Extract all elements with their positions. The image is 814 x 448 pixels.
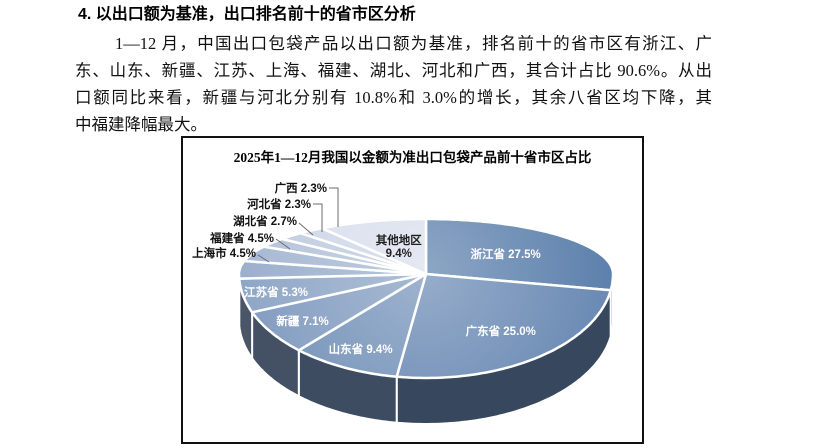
pie-slice-4 <box>250 272 428 352</box>
slice-label-7: 福建省 4.5% <box>210 233 274 245</box>
leader-line-7 <box>275 238 291 250</box>
pie-slice-2 <box>395 272 612 380</box>
slice-label-11: 其他地区 9.4% <box>375 234 422 260</box>
slice-label-1: 浙江省 27.5% <box>470 248 541 261</box>
leader-line-6 <box>257 254 270 263</box>
slice-label-10: 广西 2.3% <box>274 183 327 195</box>
pie-slice-6 <box>237 259 428 280</box>
paragraph-line-4: 中福建降幅最大。 <box>75 115 207 134</box>
pie-slice-11 <box>320 217 428 276</box>
slice-label-3: 山东省 9.4% <box>328 343 393 356</box>
paragraph-line-3: 口额同比来看，新疆与河北分别有 10.8%和 3.0%的增长，其余八省区均下降，… <box>75 88 712 107</box>
section-heading: 4. 以出口额为基准，出口排名前十的省市区分析 <box>78 6 416 23</box>
pie-slice-3 <box>297 272 428 378</box>
slice-label-4: 新疆 7.1% <box>276 315 329 328</box>
paragraph-line-2: 东、山东、新疆、江苏、上海、福建、湖北、河北和广西，其合计占比 90.6%。从出 <box>75 61 712 80</box>
pie-chart <box>237 187 615 425</box>
leader-line-9 <box>313 203 323 232</box>
pie-slice-1 <box>424 217 615 292</box>
paragraph-line-1: 1—12 月，中国出口包袋产品以出口额为基准，排名前十的省市区有浙江、广 <box>115 34 712 53</box>
leader-line-8 <box>298 222 314 236</box>
leader-line-10 <box>329 187 339 227</box>
body-paragraph: 1—12 月，中国出口包袋产品以出口额为基准，排名前十的省市区有浙江、广 东、山… <box>75 30 712 138</box>
pie-slice-9 <box>280 231 428 276</box>
slice-label-8: 湖北省 2.7% <box>233 216 297 228</box>
slice-label-5: 江苏省 5.3% <box>244 286 308 299</box>
pie-slice-5 <box>237 272 428 314</box>
chart-title: 2025年1—12月我国以金额为准出口包袋产品前十省市区占比 <box>233 150 592 165</box>
chart-container[interactable]: 2025年1—12月我国以金额为准出口包袋产品前十省市区占比 浙江省 27.5%… <box>181 136 644 444</box>
slice-label-6: 上海市 4.5% <box>192 248 256 260</box>
slice-label-9: 河北省 2.3% <box>247 199 311 211</box>
slice-label-2: 广东省 25.0% <box>465 326 536 339</box>
pie-slice-10 <box>299 227 428 276</box>
